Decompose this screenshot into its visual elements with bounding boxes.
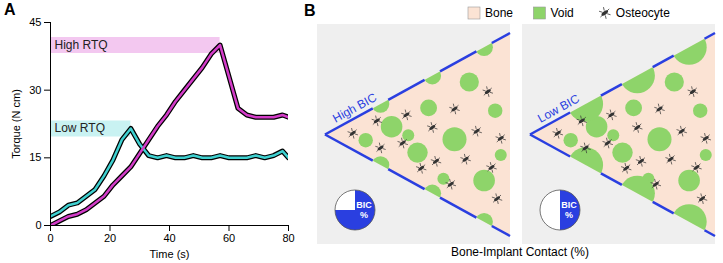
svg-text:45: 45 bbox=[29, 16, 41, 28]
svg-text:Time (s): Time (s) bbox=[150, 248, 190, 260]
svg-text:B: B bbox=[304, 2, 316, 19]
svg-text:40: 40 bbox=[163, 232, 175, 244]
svg-text:15: 15 bbox=[29, 151, 41, 163]
svg-text:Void: Void bbox=[550, 6, 573, 20]
svg-text:Osteocyte: Osteocyte bbox=[616, 6, 670, 20]
svg-text:High BIC: High BIC bbox=[330, 90, 379, 126]
svg-text:80: 80 bbox=[282, 232, 294, 244]
html-text:A: A bbox=[4, 1, 16, 18]
svg-text:Bone-Implant Contact (%): Bone-Implant Contact (%) bbox=[451, 245, 589, 259]
svg-text:Low RTQ: Low RTQ bbox=[55, 121, 105, 135]
svg-text:Bone: Bone bbox=[485, 6, 513, 20]
svg-text:High RTQ: High RTQ bbox=[55, 38, 108, 52]
svg-text:0: 0 bbox=[35, 219, 41, 231]
svg-text:0: 0 bbox=[47, 232, 53, 244]
svg-text:20: 20 bbox=[104, 232, 116, 244]
svg-text:30: 30 bbox=[29, 84, 41, 96]
svg-text:Torque (N cm): Torque (N cm) bbox=[10, 89, 22, 159]
svg-text:60: 60 bbox=[223, 232, 235, 244]
svg-text:BIC%: BIC% bbox=[561, 200, 577, 220]
svg-text:BIC%: BIC% bbox=[356, 200, 372, 220]
svg-text:Low BIC: Low BIC bbox=[535, 91, 582, 125]
